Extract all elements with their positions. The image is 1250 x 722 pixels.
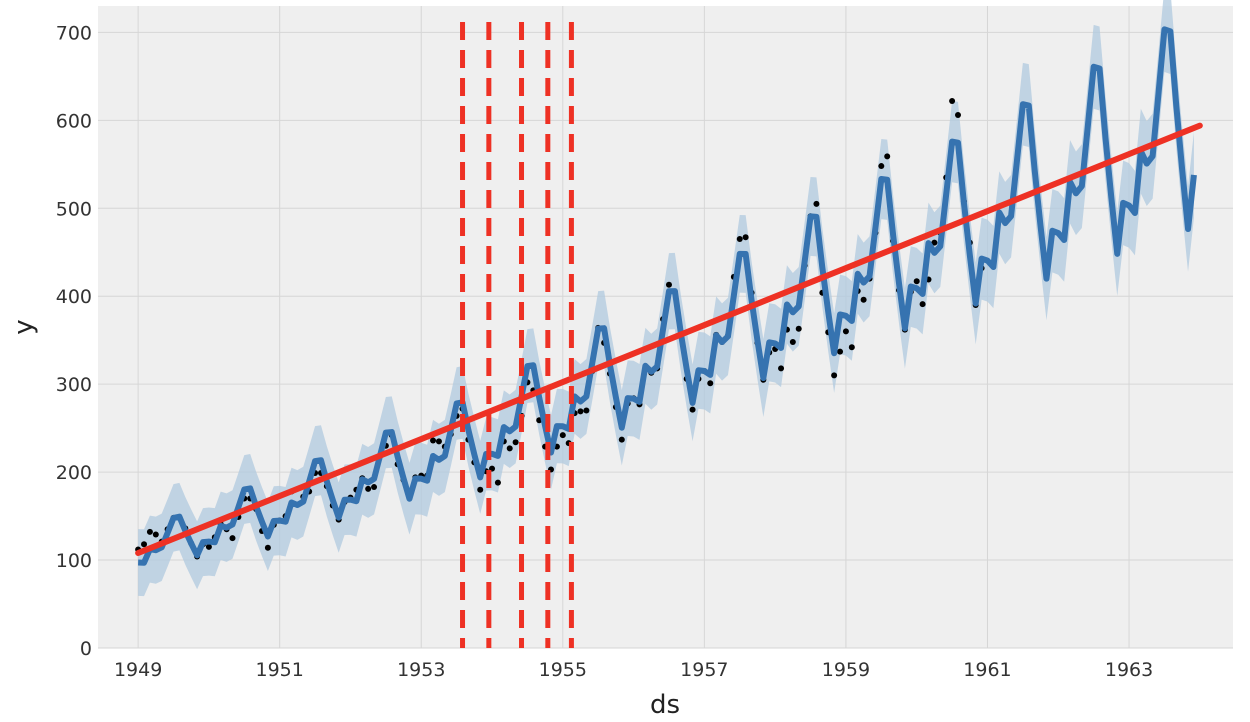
x-tick-labels: 1949 1951 1953 1955 1957 1959 1961 1963	[114, 659, 1153, 681]
observed-point	[736, 236, 743, 243]
observed-point	[884, 153, 891, 160]
observed-point	[742, 234, 749, 241]
observed-point	[689, 406, 696, 413]
forecast-path	[138, 26, 1197, 566]
observed-point	[831, 372, 838, 379]
observed-point	[848, 344, 855, 351]
x-tick-label: 1959	[822, 659, 870, 681]
observed-point	[618, 436, 625, 443]
observed-point	[795, 325, 802, 332]
x-tick-label: 1949	[114, 659, 162, 681]
observed-point	[954, 112, 961, 119]
observed-point	[205, 543, 212, 550]
x-tick-label: 1951	[256, 659, 304, 681]
observed-point	[878, 163, 885, 170]
observed-point	[837, 348, 844, 355]
changepoint-lines	[460, 22, 574, 648]
observed-point	[583, 407, 590, 414]
observed-point	[477, 486, 484, 493]
x-tick-label: 1961	[963, 659, 1011, 681]
trend-line	[135, 122, 1203, 557]
observed-point	[813, 200, 820, 207]
observed-point	[506, 445, 513, 452]
observed-point	[707, 380, 714, 387]
x-tick-label: 1963	[1105, 659, 1153, 681]
observed-point	[931, 239, 938, 246]
y-tick-label: 500	[56, 198, 92, 220]
observed-point	[146, 528, 153, 535]
observed-point	[919, 301, 926, 308]
trend-path	[135, 122, 1203, 557]
forecast-line	[138, 26, 1197, 566]
y-tick-label: 100	[56, 550, 92, 572]
y-tick-label: 300	[56, 374, 92, 396]
observed-point	[789, 338, 796, 345]
observed-point	[430, 437, 437, 444]
observed-point	[264, 544, 271, 551]
observed-point	[435, 438, 442, 445]
observed-point	[860, 296, 867, 303]
observed-point	[559, 432, 566, 439]
observed-point	[949, 97, 956, 104]
y-axis-label: y	[9, 319, 39, 334]
y-tick-label: 0	[80, 638, 92, 660]
observed-point	[665, 281, 672, 288]
x-tick-label: 1953	[397, 659, 445, 681]
y-tick-labels: 0 100 200 300 400 500 600 700	[56, 22, 92, 660]
y-tick-label: 700	[56, 22, 92, 44]
grid-lines	[98, 6, 1233, 649]
observed-point	[141, 541, 148, 548]
x-tick-label: 1957	[680, 659, 728, 681]
observed-point	[577, 408, 584, 415]
x-axis-label: ds	[650, 690, 680, 720]
observed-point	[365, 485, 372, 492]
observed-point	[152, 531, 159, 538]
y-tick-label: 400	[56, 286, 92, 308]
y-tick-label: 200	[56, 462, 92, 484]
y-tick-label: 600	[56, 110, 92, 132]
x-tick-label: 1955	[539, 659, 587, 681]
observed-point	[842, 328, 849, 335]
observed-point	[512, 439, 519, 446]
observed-point	[913, 278, 920, 285]
observed-point	[229, 535, 236, 542]
observed-point	[371, 484, 378, 491]
observed-point	[778, 365, 785, 372]
observed-point	[494, 479, 501, 486]
